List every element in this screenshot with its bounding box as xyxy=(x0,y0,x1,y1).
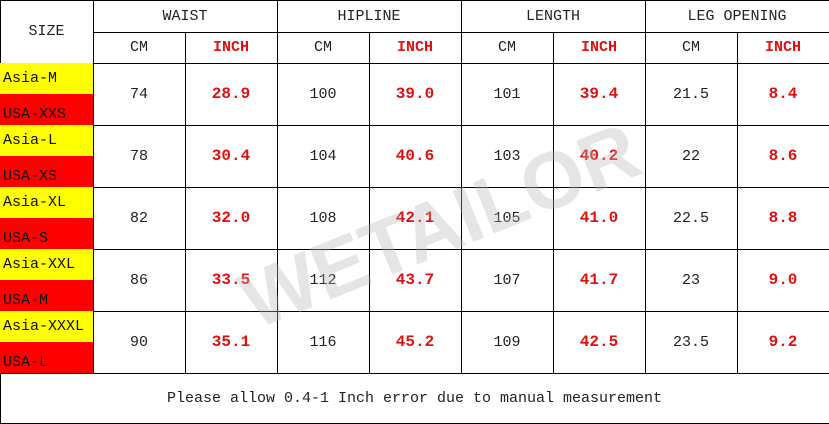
group-header: LEG OPENING xyxy=(645,0,829,33)
footer-note: Please allow 0.4-1 Inch error due to man… xyxy=(0,373,829,424)
inch-value: 30.4 xyxy=(185,125,278,188)
cm-value: 23 xyxy=(645,249,738,312)
unit-header: CM xyxy=(461,32,554,64)
cm-value: 104 xyxy=(277,125,370,188)
cm-value: 78 xyxy=(93,125,186,188)
cm-value: 105 xyxy=(461,187,554,250)
cm-value: 90 xyxy=(93,311,186,374)
inch-value: 41.7 xyxy=(553,249,646,312)
cm-value: 23.5 xyxy=(645,311,738,374)
cm-value: 22.5 xyxy=(645,187,738,250)
usa-size: USA-S xyxy=(0,218,94,250)
cm-value: 21.5 xyxy=(645,63,738,126)
inch-value: 40.2 xyxy=(553,125,646,188)
cm-value: 100 xyxy=(277,63,370,126)
inch-value: 28.9 xyxy=(185,63,278,126)
inch-value: 33.5 xyxy=(185,249,278,312)
inch-value: 32.0 xyxy=(185,187,278,250)
inch-value: 8.6 xyxy=(737,125,829,188)
cm-value: 74 xyxy=(93,63,186,126)
asia-size: Asia-XXL xyxy=(0,249,94,281)
group-header: LENGTH xyxy=(461,0,646,33)
inch-value: 40.6 xyxy=(369,125,462,188)
cm-value: 107 xyxy=(461,249,554,312)
asia-size: Asia-XXXL xyxy=(0,311,94,343)
usa-size: USA-M xyxy=(0,280,94,312)
inch-value: 42.5 xyxy=(553,311,646,374)
group-header: WAIST xyxy=(93,0,278,33)
inch-value: 8.8 xyxy=(737,187,829,250)
cm-value: 101 xyxy=(461,63,554,126)
unit-header: CM xyxy=(277,32,370,64)
cm-value: 86 xyxy=(93,249,186,312)
unit-header: CM xyxy=(93,32,186,64)
unit-header: INCH xyxy=(185,32,278,64)
cm-value: 82 xyxy=(93,187,186,250)
usa-size: USA-XS xyxy=(0,156,94,188)
cm-value: 108 xyxy=(277,187,370,250)
inch-value: 39.0 xyxy=(369,63,462,126)
asia-size: Asia-L xyxy=(0,125,94,157)
usa-size: USA-L xyxy=(0,342,94,374)
inch-value: 39.4 xyxy=(553,63,646,126)
inch-value: 41.0 xyxy=(553,187,646,250)
size-header: SIZE xyxy=(0,0,94,64)
unit-header: CM xyxy=(645,32,738,64)
asia-size: Asia-XL xyxy=(0,187,94,219)
inch-value: 8.4 xyxy=(737,63,829,126)
cm-value: 109 xyxy=(461,311,554,374)
inch-value: 42.1 xyxy=(369,187,462,250)
usa-size: USA-XXS xyxy=(0,94,94,126)
unit-header: INCH xyxy=(553,32,646,64)
unit-header: INCH xyxy=(369,32,462,64)
inch-value: 45.2 xyxy=(369,311,462,374)
unit-header: INCH xyxy=(737,32,829,64)
cm-value: 22 xyxy=(645,125,738,188)
cm-value: 112 xyxy=(277,249,370,312)
cm-value: 116 xyxy=(277,311,370,374)
cm-value: 103 xyxy=(461,125,554,188)
inch-value: 9.0 xyxy=(737,249,829,312)
asia-size: Asia-M xyxy=(0,63,94,95)
inch-value: 35.1 xyxy=(185,311,278,374)
group-header: HIPLINE xyxy=(277,0,462,33)
inch-value: 43.7 xyxy=(369,249,462,312)
inch-value: 9.2 xyxy=(737,311,829,374)
